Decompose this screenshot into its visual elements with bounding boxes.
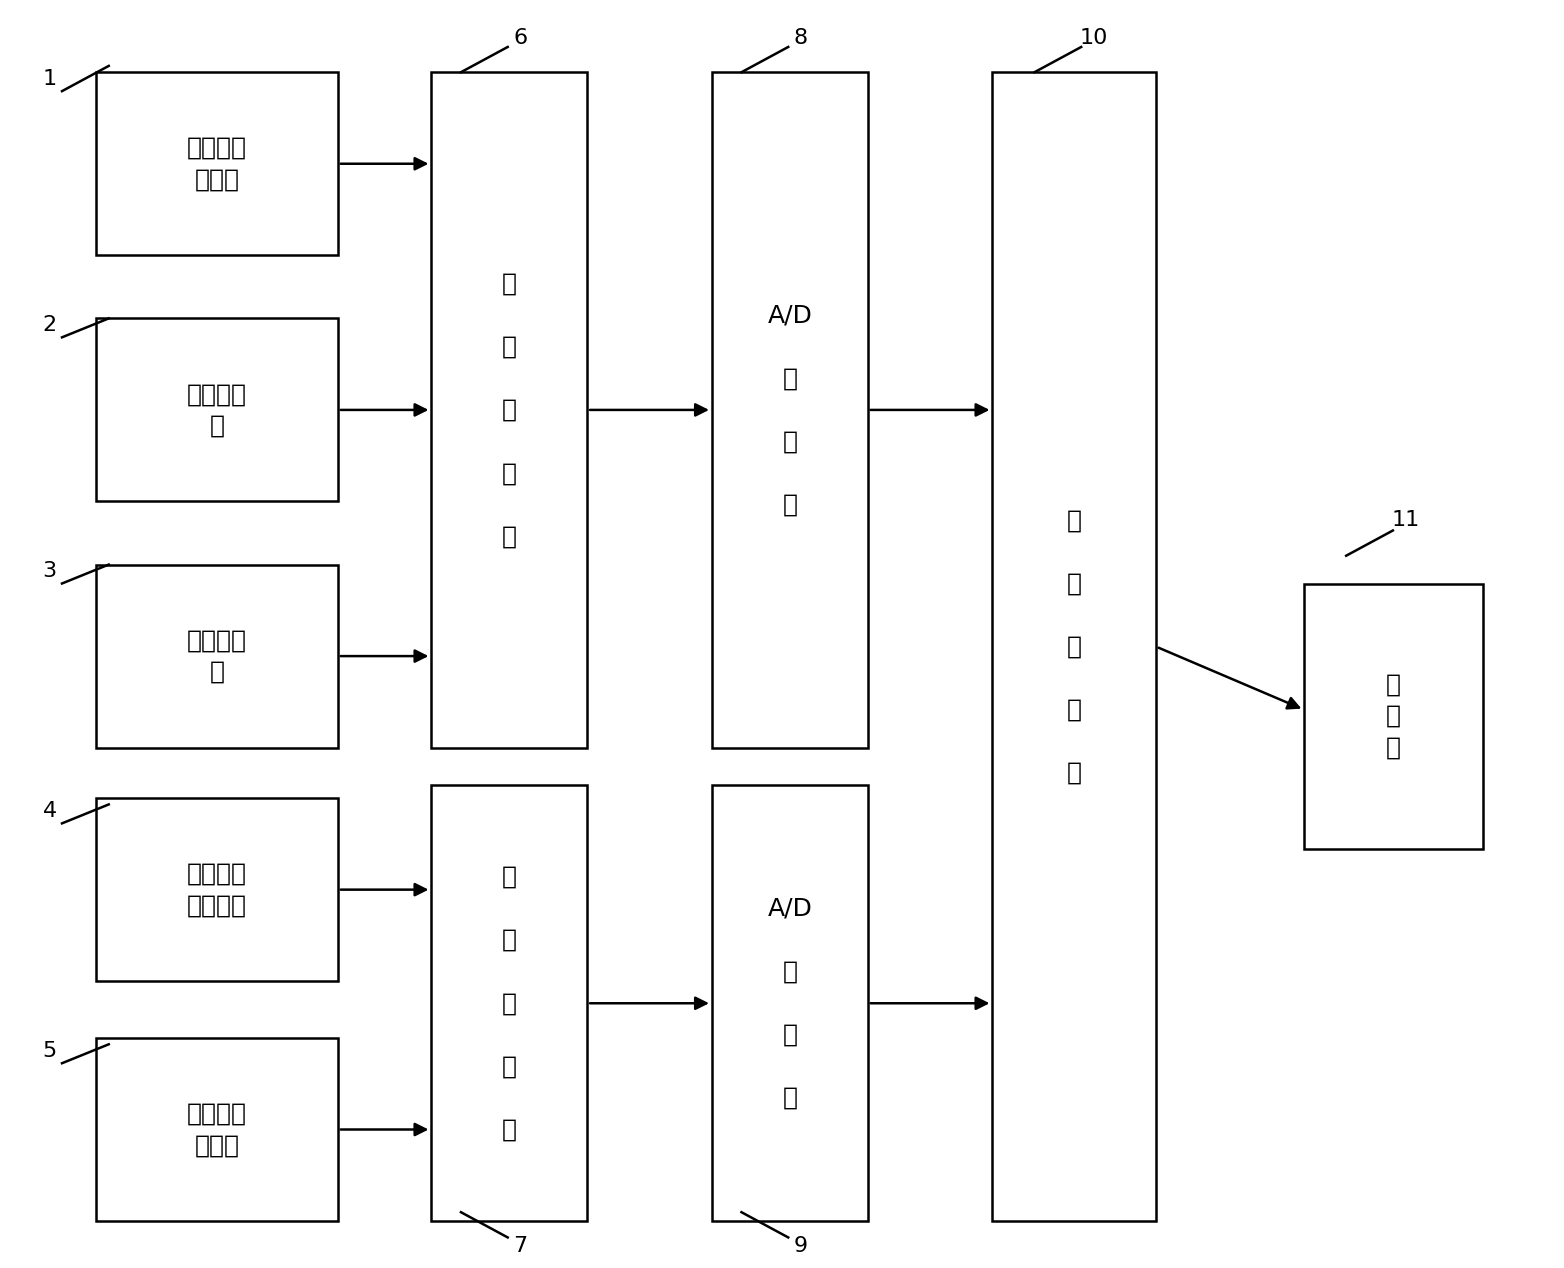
Text: 9: 9 [793,1236,807,1257]
Text: 计
算
机: 计 算 机 [1386,672,1401,760]
Text: 6: 6 [513,28,527,48]
Text: 压力脉动
传感器: 压力脉动 传感器 [188,136,247,191]
Text: 2: 2 [42,314,56,335]
Text: 高

通

滤

波

器: 高 通 滤 波 器 [502,865,516,1141]
Text: 11: 11 [1392,511,1420,530]
Text: 水位传感
器: 水位传感 器 [188,628,247,683]
Text: 功率变送
器: 功率变送 器 [188,382,247,437]
Bar [97,1038,338,1221]
Text: 7: 7 [513,1236,527,1257]
Text: 空化加速
度传感器: 空化加速 度传感器 [188,862,247,918]
Text: 8: 8 [793,28,807,48]
Bar [712,72,868,748]
Text: 数

据

采

集

器: 数 据 采 集 器 [1067,508,1082,785]
Text: 5: 5 [42,1041,56,1060]
Bar [432,785,586,1221]
Text: 4: 4 [42,801,56,820]
Text: 空化噪声
传感器: 空化噪声 传感器 [188,1102,247,1158]
Bar [993,72,1156,1221]
Bar [712,785,868,1221]
Bar [1304,583,1483,848]
Text: 10: 10 [1079,28,1107,48]
Text: 3: 3 [42,560,56,581]
Text: A/D

转

换

器: A/D 转 换 器 [768,303,812,517]
Bar [97,318,338,501]
Text: 1: 1 [42,68,56,89]
Text: 低

通

滤

波

器: 低 通 滤 波 器 [502,271,516,548]
Text: A/D

转

换

器: A/D 转 换 器 [768,896,812,1110]
Bar [97,564,338,748]
Bar [97,72,338,255]
Bar [432,72,586,748]
Bar [97,798,338,981]
